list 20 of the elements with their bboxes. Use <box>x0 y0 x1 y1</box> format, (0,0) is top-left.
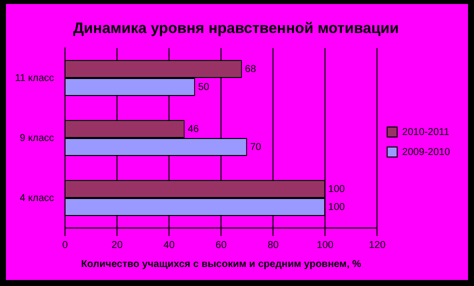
y-tick-label: 11 класс <box>14 72 54 84</box>
data-label: 68 <box>244 64 256 75</box>
legend-label: 2009-2010 <box>402 146 450 158</box>
data-label: 46 <box>188 124 200 135</box>
x-tick-label: 80 <box>268 240 280 251</box>
x-tick-label: 20 <box>112 240 124 251</box>
legend-label: 2010-2011 <box>402 126 450 138</box>
data-label: 100 <box>328 202 346 213</box>
data-label: 50 <box>198 82 210 93</box>
data-label: 100 <box>328 184 346 195</box>
x-tick-label: 40 <box>164 240 176 251</box>
x-tick-label: 120 <box>368 240 386 251</box>
chart-title: Динамика уровня нравственной мотивации <box>73 20 399 38</box>
x-tick-label: 0 <box>62 240 68 251</box>
x-tick-label: 60 <box>216 240 228 251</box>
y-tick-label: 9 класс <box>20 132 54 144</box>
y-tick-label: 4 класс <box>20 192 54 204</box>
data-label: 70 <box>250 142 262 153</box>
x-axis-title: Количество учащихся с высоким и средним уровнем, % <box>81 258 362 270</box>
x-tick-label: 100 <box>316 240 334 251</box>
